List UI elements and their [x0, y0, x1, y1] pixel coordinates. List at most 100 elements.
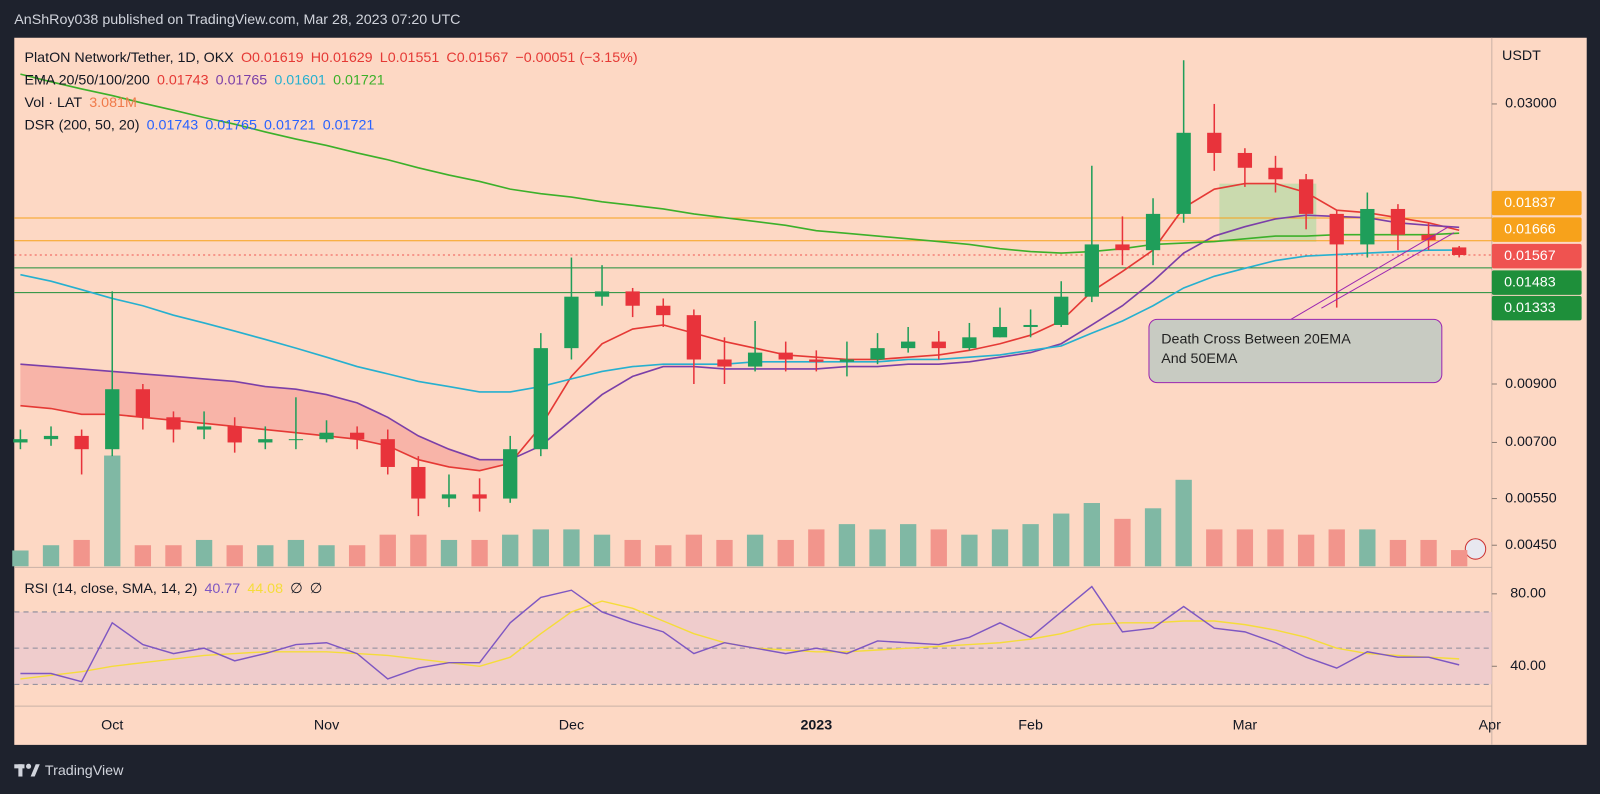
legend-item: 40.77: [204, 581, 240, 597]
candle-body: [227, 426, 242, 443]
volume-bar: [348, 545, 366, 567]
candle-body: [196, 426, 212, 430]
trend-line: [1321, 232, 1455, 309]
legend-item: RSI (14, close, SMA, 14, 2): [24, 581, 197, 597]
volume-bar: [1267, 529, 1284, 567]
candle-body: [901, 341, 916, 349]
candle-body: [656, 305, 671, 316]
candle-body: [1298, 179, 1314, 214]
candle-body: [166, 417, 181, 430]
price-label-box: [1491, 270, 1582, 295]
candle-body: [43, 435, 59, 440]
candle-body: [870, 348, 885, 360]
volume-bar: [1144, 508, 1162, 567]
candle-body: [778, 352, 793, 360]
x-tick-label: Nov: [314, 717, 340, 733]
candle-body: [13, 439, 28, 443]
candle-body: [1421, 234, 1436, 241]
publisher: AnShRoy038 published on TradingView.com,…: [14, 12, 460, 28]
volume-bar: [563, 529, 580, 567]
candle-body: [349, 432, 365, 440]
volume-bar: [134, 545, 152, 567]
legend-item: C0.01567: [446, 50, 508, 66]
brand: TradingView: [45, 763, 124, 779]
legend-item: PlatON Network/Tether, 1D, OKX: [24, 50, 234, 66]
volume-bar: [1083, 503, 1100, 567]
candle-body: [839, 359, 855, 362]
candle-body: [625, 291, 640, 306]
x-tick-label: Apr: [1479, 717, 1501, 733]
volume-bar: [287, 539, 305, 567]
candle-body: [288, 439, 304, 441]
candle-body: [686, 315, 702, 360]
volume-bar: [532, 529, 549, 567]
price-label-box: [1491, 295, 1582, 321]
volume-bar: [257, 545, 274, 567]
trend-line: [1290, 226, 1450, 320]
candle-body: [1115, 244, 1130, 251]
candle-body: [380, 439, 395, 467]
volume-bar: [624, 539, 641, 567]
volume-bar: [808, 529, 825, 567]
volume-bar: [502, 534, 519, 567]
candle-body: [992, 326, 1008, 338]
legend-row: RSI (14, close, SMA, 14, 2) 40.77 44.08 ∅ ∅: [24, 581, 322, 597]
legend-item: 0.01765: [216, 72, 268, 88]
y-tick-label: 80.00: [1510, 586, 1546, 602]
volume-bar: [685, 534, 703, 567]
legend-item: L0.01551: [380, 50, 440, 66]
candle-body: [472, 494, 487, 499]
y-tick-label: 0.03000: [1505, 96, 1557, 112]
legend-item: EMA 20/50/100/200: [24, 72, 149, 88]
volume-bar: [73, 539, 90, 567]
volume-bar: [838, 524, 856, 567]
volume-bar: [1389, 539, 1407, 567]
legend-item: −0.00051 (−3.15%): [515, 50, 637, 66]
legend-row: Vol · LAT 3.081M: [24, 95, 136, 111]
volume-bar: [410, 534, 427, 567]
candle-body: [717, 359, 732, 367]
volume-bar: [195, 539, 213, 567]
x-tick-label: Mar: [1233, 717, 1258, 733]
price-label: 0.01333: [1504, 300, 1556, 316]
candle-body: [594, 291, 610, 297]
ema-line: [20, 73, 1460, 254]
volume-bar: [1297, 534, 1315, 567]
candle-body: [441, 494, 457, 499]
candle-body: [411, 466, 426, 499]
logo: [14, 763, 40, 777]
candle-body: [1268, 167, 1283, 180]
volume-bar: [379, 534, 396, 567]
candle-body: [1176, 132, 1191, 214]
legend-item: 0.01721: [264, 117, 316, 133]
candle-body: [105, 389, 120, 450]
legend-row: PlatON Network/Tether, 1D, OKX O0.01619 H0…: [24, 50, 637, 66]
volume-bar: [1236, 529, 1254, 567]
legend-item: 44.08: [247, 581, 283, 597]
candle-body: [1084, 244, 1099, 297]
x-tick-label: Oct: [101, 717, 123, 733]
price-label: 0.01567: [1504, 248, 1556, 264]
legend-item: 0.01743: [147, 117, 199, 133]
y-tick-label: 0.00700: [1505, 434, 1557, 450]
volume-bar: [655, 545, 672, 567]
candle-body: [1329, 213, 1344, 245]
candle-body: [258, 439, 273, 443]
price-label-box: [1491, 190, 1582, 216]
volume-bar: [1114, 518, 1131, 567]
volume-bar: [104, 455, 121, 567]
candle-body: [1390, 208, 1406, 235]
volume-bar: [226, 545, 243, 567]
price-label: 0.01837: [1504, 195, 1556, 211]
candle-body: [747, 352, 763, 367]
rsi-line: [20, 585, 1460, 683]
price-label: 0.01483: [1504, 274, 1556, 290]
volume-bar: [1022, 524, 1039, 567]
candle-body: [533, 348, 548, 450]
legend-item: ∅: [290, 581, 302, 597]
y-tick-label: 0.00550: [1505, 490, 1557, 506]
volume-bar: [318, 545, 335, 567]
volume-bar: [991, 529, 1009, 567]
volume-bar: [1451, 550, 1468, 567]
